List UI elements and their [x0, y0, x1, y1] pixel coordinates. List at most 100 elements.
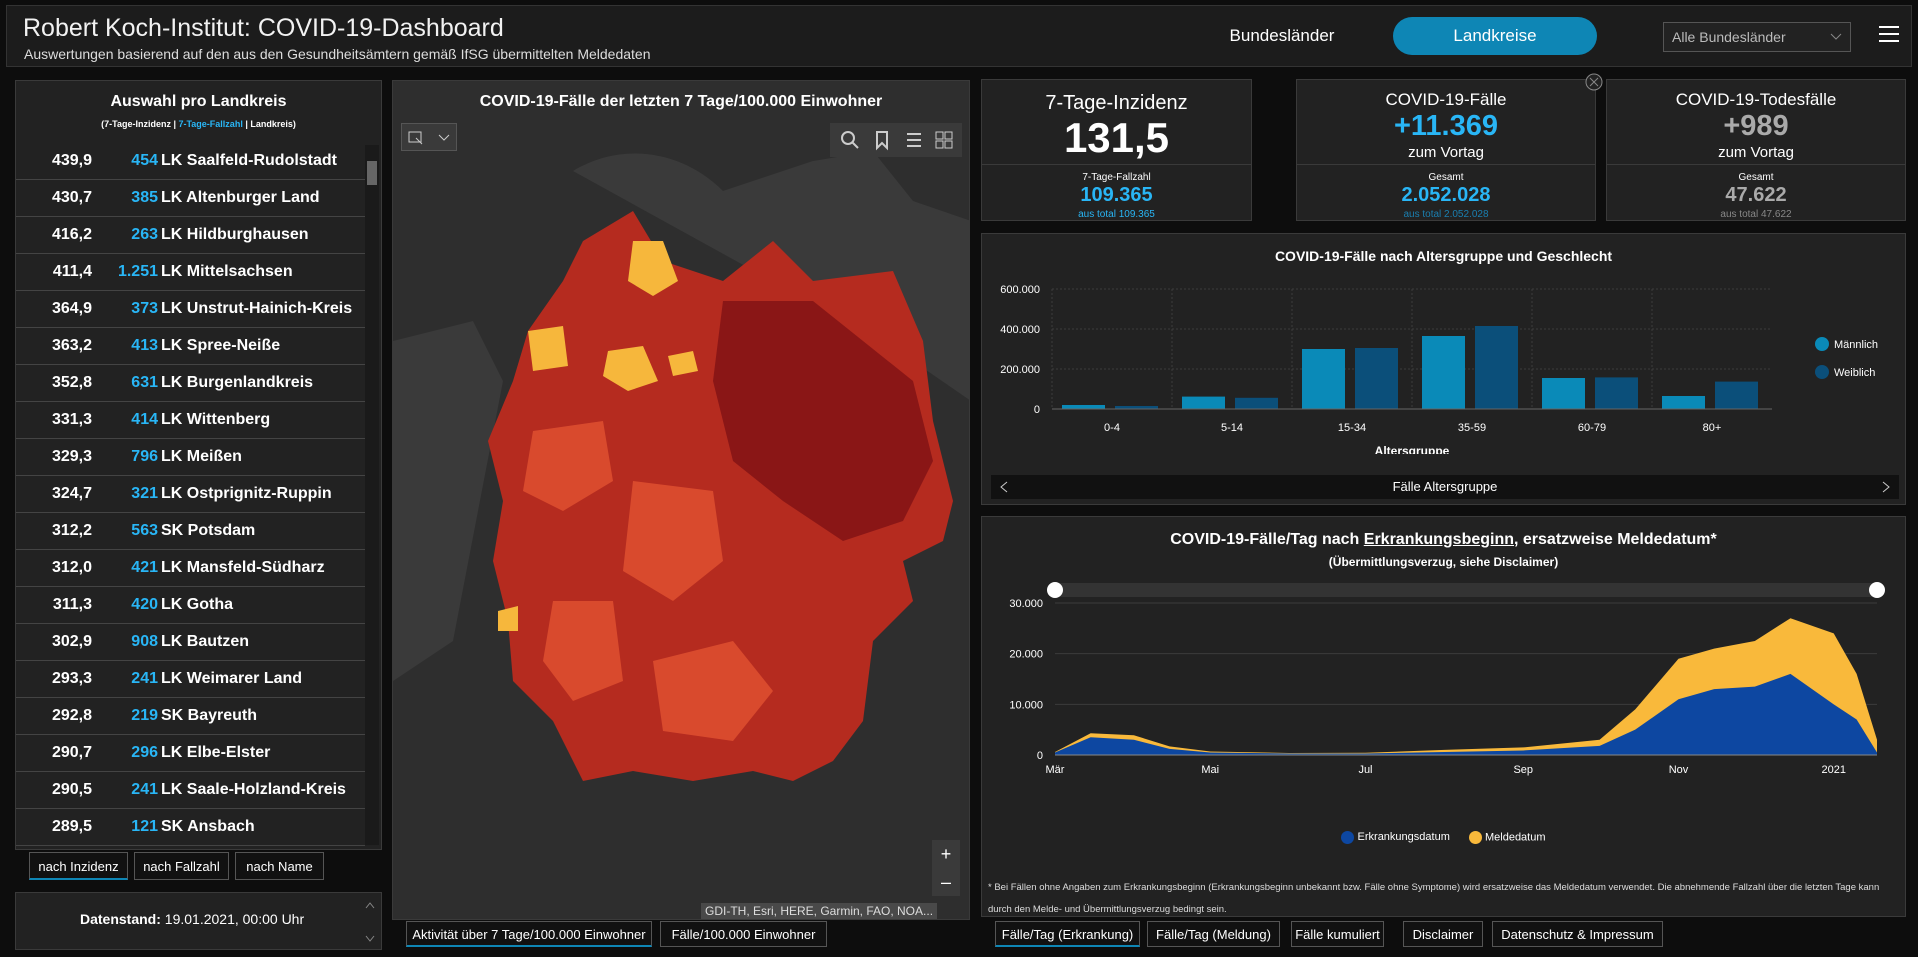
kpi-incidence-title: 7-Tage-Inzidenz: [1045, 92, 1188, 114]
kpi-cases-unit: zum Vortag: [1408, 144, 1484, 161]
list-item[interactable]: 331,3 414 LK Wittenberg: [16, 402, 365, 439]
hamburger-menu-icon[interactable]: [1879, 26, 1899, 46]
range-slider-track[interactable]: [1055, 583, 1877, 597]
case-count: 263: [131, 226, 158, 243]
bar-35-59-Männlich: [1422, 336, 1465, 409]
tab-landkreise[interactable]: Landkreise: [1393, 17, 1597, 55]
list-item[interactable]: 363,2 413 LK Spree-Neiße: [16, 328, 365, 365]
kpi-incidence-value: 131,5: [1063, 114, 1170, 161]
case-count: 421: [131, 559, 158, 576]
tab-bottom-2[interactable]: Fälle kumuliert: [1291, 921, 1384, 947]
list-item[interactable]: 439,9 454 LK Saalfeld-Rudolstadt: [16, 143, 365, 180]
kpi-cases-sub-value: 2.052.028: [1401, 184, 1491, 206]
fullscreen-icon[interactable]: [1585, 73, 1603, 91]
list-item[interactable]: 312,2 563 SK Potsdam: [16, 513, 365, 550]
x-tick-label: 15-34: [1338, 422, 1366, 434]
list-item[interactable]: 416,2 263 LK Hildburghausen: [16, 217, 365, 254]
tab-bottom-3[interactable]: Disclaimer: [1403, 921, 1483, 947]
kpi-deaths: COVID-19-Todesfälle +989 zum Vortag Gesa…: [1606, 79, 1906, 221]
range-slider-start-handle[interactable]: [1047, 582, 1063, 598]
list-item[interactable]: 290,5 241 LK Saale-Holzland-Kreis: [16, 772, 365, 809]
range-slider-end-handle[interactable]: [1869, 582, 1885, 598]
layer-list-icon[interactable]: [900, 126, 928, 154]
incidence-value: 439,9: [51, 152, 92, 169]
case-count: 241: [131, 670, 158, 687]
chevron-down-icon[interactable]: [365, 935, 375, 943]
bar-0-4-Männlich: [1062, 405, 1105, 409]
incidence-value: 324,7: [51, 485, 92, 502]
age-chart-nav: Fälle Altersgruppe: [991, 475, 1899, 499]
list-item[interactable]: 293,3 241 LK Weimarer Land: [16, 661, 365, 698]
zoom-in-button[interactable]: +: [940, 844, 952, 864]
district-name: LK Altenburger Land: [161, 189, 320, 206]
bookmark-icon[interactable]: [868, 126, 896, 154]
list-item[interactable]: 311,3 420 LK Gotha: [16, 587, 365, 624]
list-item[interactable]: 312,0 421 LK Mansfeld-Südharz: [16, 550, 365, 587]
x-tick-label: Sep: [1513, 764, 1533, 776]
y-tick-label: 0: [1037, 750, 1043, 762]
bar-60-79-Männlich: [1542, 378, 1585, 409]
incidence-value: 364,9: [51, 300, 92, 317]
list-item[interactable]: 292,8 219 SK Bayreuth: [16, 698, 365, 735]
district-name: LK Hildburghausen: [161, 226, 309, 243]
kpi-incidence-sub-value: 109.365: [1080, 184, 1153, 206]
list-item[interactable]: 324,7 321 LK Ostprignitz-Ruppin: [16, 476, 365, 513]
list-item[interactable]: 289,5 121 SK Ansbach: [16, 809, 365, 846]
list-item[interactable]: 430,7 385 LK Altenburger Land: [16, 180, 365, 217]
scrollbar[interactable]: [365, 145, 379, 845]
zoom-out-button[interactable]: –: [940, 872, 951, 892]
kpi-cases-foot: aus total 2.052.028: [1403, 209, 1489, 220]
kpi-cases-title: COVID-19-Fälle: [1385, 90, 1507, 109]
x-tick-label: Jul: [1358, 764, 1372, 776]
chevron-right-icon[interactable]: [1881, 481, 1891, 493]
district-name: LK Mittelsachsen: [161, 263, 293, 280]
tab-bundeslaender[interactable]: Bundesländer: [1229, 26, 1335, 45]
tab-bottom-4[interactable]: Datenschutz & Impressum: [1492, 921, 1663, 947]
district-name: LK Saalfeld-Rudolstadt: [161, 152, 338, 169]
germany-map[interactable]: [393, 81, 970, 920]
chevron-left-icon[interactable]: [999, 481, 1009, 493]
list-item[interactable]: 411,4 1.251 LK Mittelsachsen: [16, 254, 365, 291]
map-selection-tool[interactable]: [401, 123, 457, 151]
incidence-value: 416,2: [51, 226, 92, 243]
case-count: 413: [131, 337, 158, 354]
y-tick-label: 30.000: [1009, 598, 1043, 610]
map-attribution: GDI-TH, Esri, HERE, Garmin, FAO, NOA...: [701, 903, 938, 919]
kpi-incidence-sub-label: 7-Tage-Fallzahl: [1082, 172, 1151, 183]
state-select[interactable]: Alle Bundesländer: [1663, 22, 1851, 52]
basemap-gallery-icon[interactable]: [930, 126, 958, 154]
kpi-deaths-value: +989: [1723, 110, 1789, 142]
y-tick-label: 0: [1034, 404, 1040, 416]
tab-bottom-0[interactable]: Fälle/Tag (Erkrankung): [995, 921, 1140, 947]
search-icon[interactable]: [836, 126, 864, 154]
list-item[interactable]: 352,8 631 LK Burgenlandkreis: [16, 365, 365, 402]
chevron-up-icon[interactable]: [365, 901, 375, 909]
page-title: Robert Koch-Institut: COVID-19-Dashboard: [23, 14, 504, 42]
case-count: 219: [131, 707, 158, 724]
map-panel: COVID-19-Fälle der letzten 7 Tage/100.00…: [392, 80, 970, 920]
case-count: 631: [131, 374, 158, 391]
tab-map-activity[interactable]: Aktivität über 7 Tage/100.000 Einwohner: [406, 921, 652, 947]
incidence-value: 363,2: [51, 337, 92, 354]
page-subtitle: Auswertungen basierend auf den aus den G…: [24, 46, 651, 62]
list-item[interactable]: 290,7 296 LK Elbe-Elster: [16, 735, 365, 772]
list-item[interactable]: 364,9 373 LK Unstrut-Hainich-Kreis: [16, 291, 365, 328]
bar-60-79-Weiblich: [1595, 377, 1638, 409]
district-list-title: Auswahl pro Landkreis: [110, 93, 287, 110]
x-tick-label: 0-4: [1104, 422, 1120, 434]
list-item[interactable]: 329,3 796 LK Meißen: [16, 439, 365, 476]
tab-map-cases[interactable]: Fälle/100.000 Einwohner: [660, 921, 827, 947]
tab-bottom-1[interactable]: Fälle/Tag (Meldung): [1147, 921, 1280, 947]
incidence-value: 290,5: [51, 781, 92, 798]
list-item[interactable]: 302,9 908 LK Bautzen: [16, 624, 365, 661]
sort-by-name-button[interactable]: nach Name: [235, 852, 324, 880]
incidence-value: 293,3: [51, 670, 92, 687]
daily-chart-title: COVID-19-Fälle/Tag nach Erkrankungsbegin…: [1170, 531, 1717, 548]
legend-swatch: [1815, 365, 1829, 379]
sort-by-cases-button[interactable]: nach Fallzahl: [134, 852, 229, 880]
y-tick-label: 400.000: [1000, 324, 1040, 336]
sort-by-incidence-button[interactable]: nach Inzidenz: [29, 852, 128, 880]
daily-chart-footnote: * Bei Fällen ohne Angaben zum Erkrankung…: [988, 882, 1880, 915]
